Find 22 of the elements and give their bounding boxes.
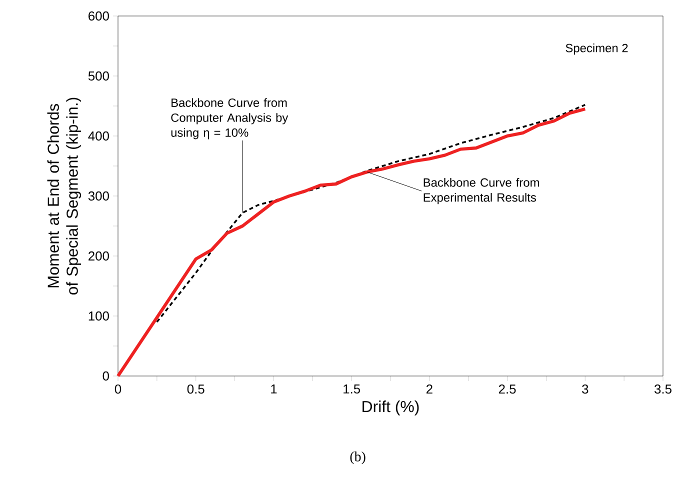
x-axis-title: Drift (%) xyxy=(362,400,419,416)
x-tick-label: 1 xyxy=(271,384,277,394)
annotation: Specimen 2 xyxy=(566,44,628,55)
annotation: Backbone Curve from Computer Analysis by using η = 10% xyxy=(171,98,288,140)
y-tick-label: 100 xyxy=(88,311,109,321)
y-tick-label: 400 xyxy=(88,131,109,141)
x-tick-label: 2.5 xyxy=(498,384,516,394)
x-tick-label: 0 xyxy=(114,384,122,394)
x-tick-label: 2 xyxy=(426,384,432,394)
text: (b) xyxy=(350,452,366,464)
y-tick-label: 500 xyxy=(88,71,109,81)
line-series xyxy=(116,107,587,378)
annotation: Backbone Curve from Experimental Results xyxy=(424,178,539,204)
y-axis-title: Moment at End of Chords of Special Segment (kip-in.) xyxy=(47,98,82,295)
y-tick-label: 300 xyxy=(88,191,109,201)
x-tick-label: 1.5 xyxy=(344,384,360,394)
y-tick-label: 0 xyxy=(102,371,109,381)
y-tick-label: 200 xyxy=(88,251,109,261)
x-tick-label: 3 xyxy=(582,384,588,394)
x-tick-label: 3.5 xyxy=(654,384,672,394)
y-tick-label: 600 xyxy=(88,11,109,21)
x-tick-label: 0.5 xyxy=(187,384,204,394)
